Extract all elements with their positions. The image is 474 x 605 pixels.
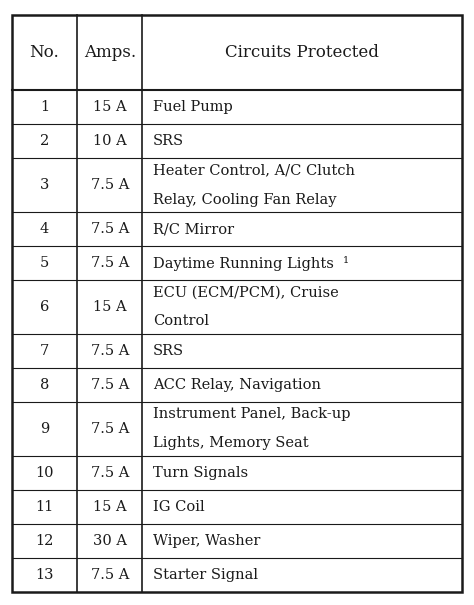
Text: ECU (ECM/PCM), Cruise: ECU (ECM/PCM), Cruise — [153, 286, 338, 299]
Text: 7.5 A: 7.5 A — [91, 256, 129, 270]
Text: Fuel Pump: Fuel Pump — [153, 100, 233, 114]
Text: Starter Signal: Starter Signal — [153, 567, 258, 581]
Text: 30 A: 30 A — [93, 534, 127, 548]
Text: 7.5 A: 7.5 A — [91, 178, 129, 192]
Text: 7.5 A: 7.5 A — [91, 222, 129, 236]
Text: 7.5 A: 7.5 A — [91, 567, 129, 581]
Text: Lights, Memory Seat: Lights, Memory Seat — [153, 436, 309, 450]
Text: 1: 1 — [40, 100, 49, 114]
Text: 15 A: 15 A — [93, 100, 127, 114]
Text: 7.5 A: 7.5 A — [91, 422, 129, 436]
Text: 5: 5 — [40, 256, 49, 270]
Text: Wiper, Washer: Wiper, Washer — [153, 534, 260, 548]
Text: SRS: SRS — [153, 344, 184, 358]
Text: 6: 6 — [40, 300, 49, 314]
Text: ACC Relay, Navigation: ACC Relay, Navigation — [153, 378, 321, 392]
Text: 7.5 A: 7.5 A — [91, 344, 129, 358]
Text: 15 A: 15 A — [93, 300, 127, 314]
Text: Relay, Cooling Fan Relay: Relay, Cooling Fan Relay — [153, 193, 337, 207]
Text: Daytime Running Lights  ¹: Daytime Running Lights ¹ — [153, 256, 349, 270]
Text: IG Coil: IG Coil — [153, 500, 204, 514]
Text: 2: 2 — [40, 134, 49, 148]
Text: Amps.: Amps. — [84, 44, 136, 61]
Text: 3: 3 — [40, 178, 49, 192]
Text: 10: 10 — [35, 466, 54, 480]
Text: R/C Mirror: R/C Mirror — [153, 222, 234, 236]
Text: 7: 7 — [40, 344, 49, 358]
Text: SRS: SRS — [153, 134, 184, 148]
Text: 15 A: 15 A — [93, 500, 127, 514]
Text: Instrument Panel, Back-up: Instrument Panel, Back-up — [153, 407, 350, 421]
Text: Heater Control, A/C Clutch: Heater Control, A/C Clutch — [153, 164, 355, 178]
Text: 8: 8 — [40, 378, 49, 392]
Text: Control: Control — [153, 315, 209, 329]
Text: 4: 4 — [40, 222, 49, 236]
Text: 13: 13 — [35, 567, 54, 581]
Text: 12: 12 — [35, 534, 54, 548]
Text: No.: No. — [29, 44, 59, 61]
Text: 11: 11 — [36, 500, 54, 514]
Text: Circuits Protected: Circuits Protected — [225, 44, 379, 61]
Text: 7.5 A: 7.5 A — [91, 378, 129, 392]
Text: 7.5 A: 7.5 A — [91, 466, 129, 480]
Text: 10 A: 10 A — [93, 134, 127, 148]
Text: 9: 9 — [40, 422, 49, 436]
Text: Turn Signals: Turn Signals — [153, 466, 248, 480]
